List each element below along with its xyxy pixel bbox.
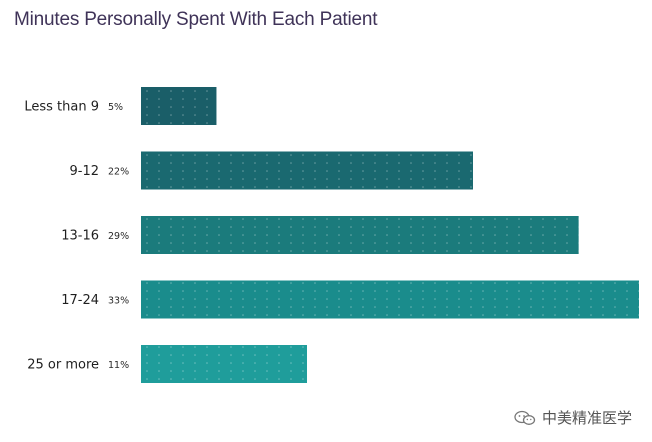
category-label: Less than 9 — [24, 100, 99, 115]
bar-group: 17-24 33% — [61, 280, 639, 319]
bar-group: 13-16 29% — [61, 216, 579, 254]
value-label: 5% — [108, 102, 123, 113]
chart-title: Minutes Personally Spent With Each Patie… — [14, 9, 378, 30]
bar-texture — [141, 87, 217, 125]
value-label: 33% — [108, 296, 129, 307]
bar-texture — [141, 216, 579, 254]
bars-layer: Less than 9 5% 9-12 22% 13-16 29% 17-24 33% 25 o… — [24, 87, 639, 383]
category-label: 25 or more — [27, 358, 99, 373]
bar-texture — [141, 280, 639, 319]
category-label: 13-16 — [61, 229, 99, 244]
bar-group: Less than 9 5% — [24, 87, 217, 125]
bar-texture — [141, 345, 307, 383]
value-label: 29% — [108, 231, 129, 242]
watermark: 中美精准医学 — [514, 407, 632, 428]
bar-group: 25 or more 11% — [27, 345, 307, 383]
category-label: 9-12 — [69, 164, 99, 179]
value-label: 22% — [108, 167, 129, 178]
category-label: 17-24 — [61, 293, 99, 308]
watermark-text: 中美精准医学 — [541, 409, 632, 427]
bar-texture — [141, 151, 473, 190]
value-label: 11% — [108, 360, 129, 371]
wechat-icon — [514, 410, 536, 425]
bar-group: 9-12 22% — [69, 151, 473, 190]
